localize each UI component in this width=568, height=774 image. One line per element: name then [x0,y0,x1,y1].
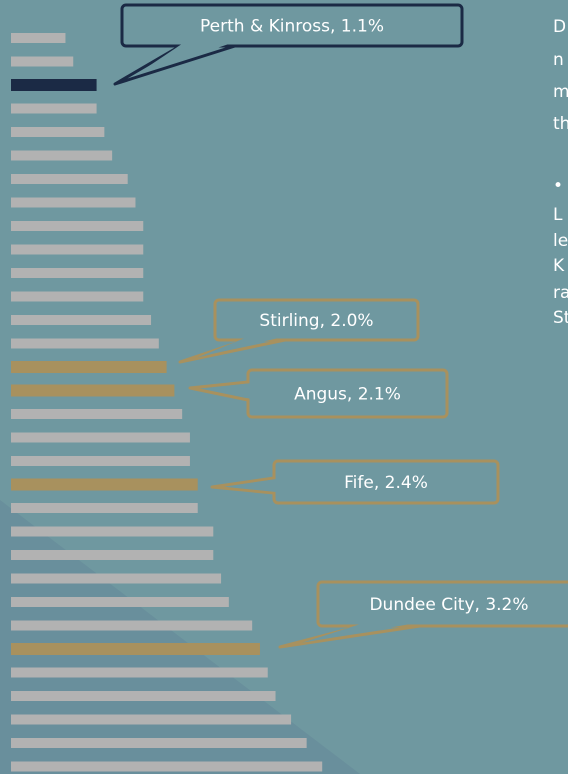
bar [11,714,292,725]
side-text: K [553,256,565,276]
side-text: L [553,205,563,225]
callout-box [213,298,420,342]
bar [11,761,323,772]
side-text: n [553,50,564,70]
callout-label: Stirling, 2.0% [259,311,373,331]
bar [11,503,198,513]
callout-label: Fife, 2.4% [344,473,428,493]
bar [11,150,113,161]
bar [11,384,175,397]
bar [11,478,198,491]
side-text: ra [553,283,568,303]
bar [11,79,97,91]
side-text: St [553,308,568,328]
callout-tail-fill [197,337,283,358]
bar [11,315,152,325]
bar [11,33,66,43]
bar [11,409,183,419]
bar [11,221,144,231]
side-text: th [553,114,568,134]
bar [11,620,253,631]
side-text: • [553,176,563,196]
bar [11,643,260,655]
callout-tail-fill [224,478,277,493]
bar [11,197,136,208]
bar [11,361,167,373]
callout-tail-fill [201,383,251,399]
bar [11,174,128,184]
bar [11,667,268,678]
callout-box [316,580,568,628]
bar [11,291,144,302]
bar [11,738,307,748]
side-text: D [553,17,566,37]
bar [11,56,74,67]
callout-label: Angus, 2.1% [294,385,401,405]
callout-label: Perth & Kinross, 1.1% [200,17,384,37]
bar [11,244,144,255]
bar [11,432,190,443]
bar [11,127,105,137]
bar [11,103,97,114]
side-text: le [553,231,568,251]
bar [11,597,229,607]
bar [11,456,190,466]
bar [11,691,276,701]
side-text: m [553,82,568,102]
callout-tail-fill [133,43,232,77]
callout-label: Dundee City, 3.2% [369,595,528,615]
bar [11,550,214,560]
bar [11,526,214,537]
background-shade [0,500,360,774]
bar [11,268,144,278]
bar [11,573,222,584]
callout-box [120,3,464,48]
bar [11,338,159,349]
callout-tail-fill [302,623,417,643]
